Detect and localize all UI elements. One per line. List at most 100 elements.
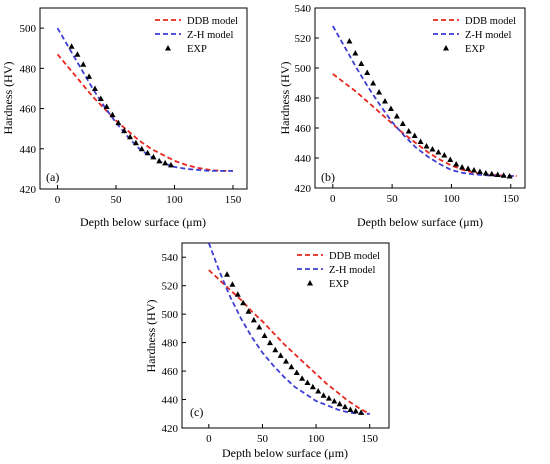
exp-point xyxy=(459,164,466,170)
x-tick-label: 0 xyxy=(330,193,336,205)
exp-point xyxy=(288,363,295,370)
exp-point xyxy=(144,149,151,156)
series-line-ddb xyxy=(332,73,517,177)
y-tick-label: 420 xyxy=(20,184,37,196)
y-tick-label: 460 xyxy=(295,123,312,135)
legend-label: Z-H model xyxy=(465,30,511,41)
exp-point xyxy=(315,388,322,394)
exp-point xyxy=(336,400,343,407)
exp-point xyxy=(488,170,495,177)
exp-point xyxy=(80,61,87,67)
x-axis-label: Depth below surface (μm) xyxy=(357,215,483,229)
legend-marker-exp xyxy=(307,280,313,286)
exp-point xyxy=(429,146,436,152)
exp-point xyxy=(399,120,406,126)
chart-panel: 0 50 100 150 420 440 460 480 500 520 540 Depth belo… xyxy=(278,3,526,229)
panel-label: (a) xyxy=(46,170,59,184)
x-tick-label: 150 xyxy=(225,194,242,206)
exp-point xyxy=(293,369,300,375)
exp-point xyxy=(393,113,400,119)
exp-point xyxy=(506,173,513,179)
exp-point xyxy=(121,127,128,134)
x-tick-label: 0 xyxy=(55,194,61,206)
exp-point xyxy=(115,119,122,126)
exp-point xyxy=(405,128,412,134)
y-tick-label: 520 xyxy=(162,281,179,293)
x-axis-label: Depth below surface (μm) xyxy=(222,446,348,460)
chart-panel: 0 50 100 150 420 440 460 480 500 Depth below surf… xyxy=(1,7,248,229)
panel-label: (b) xyxy=(321,170,335,184)
x-axis-label: Depth below surface (μm) xyxy=(80,215,206,229)
series-line-ddb xyxy=(208,269,371,415)
exp-point xyxy=(277,352,284,358)
exp-point xyxy=(387,105,394,111)
y-tick-label: 440 xyxy=(295,153,312,165)
exp-point xyxy=(97,95,104,101)
y-tick-label: 500 xyxy=(20,23,37,35)
exp-point xyxy=(364,69,371,75)
exp-point xyxy=(256,323,263,330)
y-tick-label: 480 xyxy=(162,338,179,350)
x-tick-label: 50 xyxy=(111,194,123,206)
exp-point xyxy=(150,153,157,160)
exp-point xyxy=(283,358,290,364)
exp-point xyxy=(261,332,268,338)
exp-point xyxy=(435,149,442,155)
exp-point xyxy=(109,111,116,118)
y-tick-label: 420 xyxy=(162,423,179,435)
y-tick-label: 440 xyxy=(162,395,179,407)
y-axis-label: Hardness (HV) xyxy=(278,62,292,135)
x-tick-label: 50 xyxy=(387,193,399,205)
exp-point xyxy=(325,395,332,401)
exp-point xyxy=(358,409,365,415)
y-tick-label: 460 xyxy=(20,104,37,116)
y-tick-label: 440 xyxy=(20,144,37,156)
series-group xyxy=(207,243,371,415)
exp-point xyxy=(482,170,489,176)
exp-point xyxy=(266,339,273,346)
x-tick-label: 0 xyxy=(206,433,212,445)
exp-point xyxy=(494,171,501,177)
exp-point xyxy=(376,89,383,95)
legend-label: DDB model xyxy=(465,16,516,27)
exp-point xyxy=(453,161,460,167)
x-tick-label: 100 xyxy=(166,194,183,206)
exp-point xyxy=(465,165,472,171)
exp-point xyxy=(86,73,93,79)
exp-point xyxy=(167,161,174,168)
y-tick-label: 540 xyxy=(162,252,179,264)
exp-point xyxy=(411,132,418,138)
exp-point xyxy=(103,103,110,110)
exp-point xyxy=(224,271,231,277)
exp-point xyxy=(441,152,448,158)
exp-point xyxy=(309,383,316,390)
x-tick-label: 100 xyxy=(443,193,460,205)
series-line-zh xyxy=(207,243,370,415)
exp-point xyxy=(320,392,327,398)
y-axis-label: Hardness (HV) xyxy=(1,62,15,135)
exp-point xyxy=(447,156,454,162)
exp-point xyxy=(347,406,354,412)
y-tick-label: 520 xyxy=(295,33,312,45)
exp-point xyxy=(346,38,353,44)
plot-frame xyxy=(181,242,390,429)
exp-point xyxy=(272,346,279,353)
exp-point xyxy=(299,375,306,381)
y-tick-label: 500 xyxy=(295,63,312,75)
legend-label: Z-H model xyxy=(329,265,375,276)
legend-label: DDB model xyxy=(329,251,380,262)
exp-point xyxy=(500,172,507,178)
y-tick-label: 420 xyxy=(295,183,312,195)
legend-label: EXP xyxy=(465,44,485,55)
legend-label: Z-H model xyxy=(187,30,233,41)
x-tick-label: 150 xyxy=(503,193,520,205)
exp-point xyxy=(358,60,365,66)
y-axis-label: Hardness (HV) xyxy=(144,300,158,373)
y-tick-label: 460 xyxy=(162,366,179,378)
exp-point xyxy=(417,138,424,144)
exp-point xyxy=(352,407,359,414)
exp-point xyxy=(250,316,257,323)
legend-marker-exp xyxy=(443,45,449,51)
